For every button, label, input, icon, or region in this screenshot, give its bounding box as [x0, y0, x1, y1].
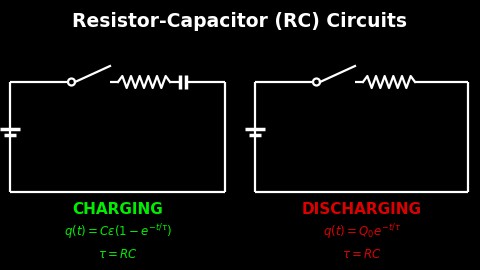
- Text: $\tau = RC$: $\tau = RC$: [342, 248, 382, 261]
- Text: $q(t) = C\varepsilon\left(1 - e^{-t/\tau}\right)$: $q(t) = C\varepsilon\left(1 - e^{-t/\tau…: [64, 222, 172, 242]
- Text: DISCHARGING: DISCHARGING: [302, 202, 422, 217]
- Text: Resistor-Capacitor (RC) Circuits: Resistor-Capacitor (RC) Circuits: [72, 12, 408, 31]
- Text: $\tau = RC$: $\tau = RC$: [98, 248, 138, 261]
- Text: CHARGING: CHARGING: [72, 202, 163, 217]
- Text: $q(t) = Q_0 e^{-t/\tau}$: $q(t) = Q_0 e^{-t/\tau}$: [323, 222, 401, 242]
